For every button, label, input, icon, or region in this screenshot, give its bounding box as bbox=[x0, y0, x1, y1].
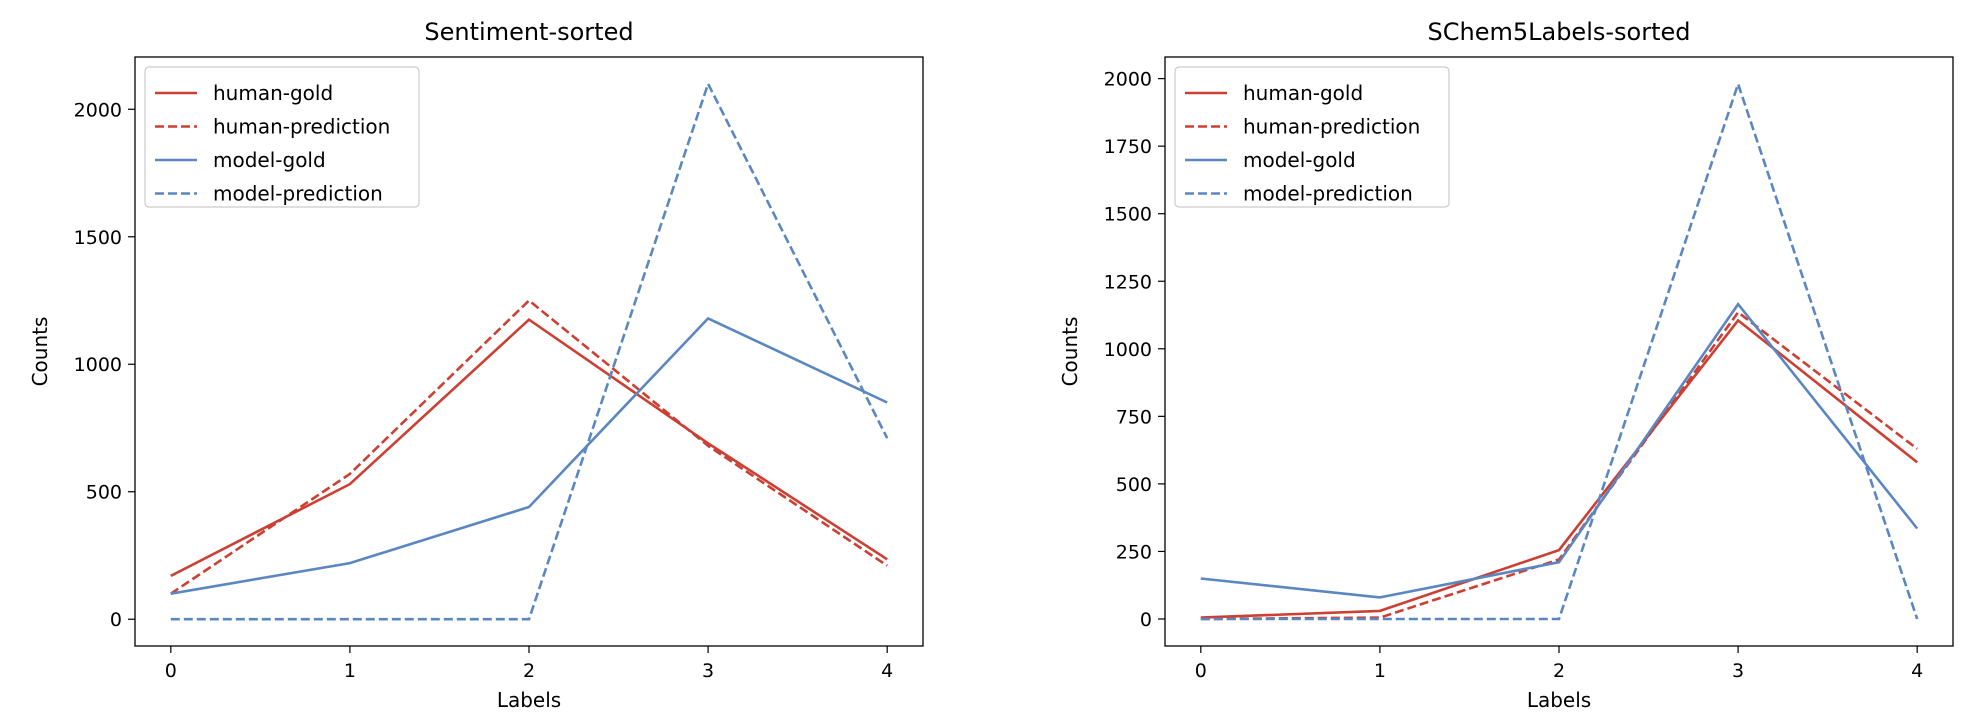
y-tick-label: 0 bbox=[1140, 609, 1152, 631]
legend-entry: model-gold bbox=[155, 148, 326, 172]
x-axis-label: Labels bbox=[497, 688, 561, 712]
legend-entry: model-prediction bbox=[155, 182, 383, 206]
y-tick-label: 1500 bbox=[1104, 204, 1152, 226]
series-lines bbox=[1200, 79, 1919, 621]
x-tick-label: 2 bbox=[1553, 660, 1565, 682]
ticks: 0 1 2 3 4 0 250 500 750 1000 1250 1500 1750 2000 bbox=[1104, 69, 1924, 682]
ticks: 0 1 2 3 4 0 500 1000 1500 2000 bbox=[74, 99, 894, 682]
x-tick-label: 4 bbox=[1911, 660, 1923, 682]
series-line bbox=[170, 316, 888, 595]
x-tick-label: 1 bbox=[344, 660, 356, 682]
legend: human-gold human-prediction model-gold m… bbox=[144, 66, 420, 208]
legend-label: human-prediction bbox=[213, 115, 390, 139]
chart-sentiment: Sentiment-sorted Labels Counts 0 1 2 3 4 0 500… bbox=[28, 18, 924, 712]
series-line bbox=[170, 298, 888, 595]
legend-label: human-prediction bbox=[1243, 115, 1420, 139]
x-tick-label: 3 bbox=[1732, 660, 1744, 682]
y-axis-label: Counts bbox=[1058, 317, 1082, 387]
legend-entry: human-prediction bbox=[1185, 115, 1420, 139]
y-tick-label: 500 bbox=[86, 482, 122, 504]
legend-box bbox=[1174, 66, 1450, 208]
y-tick-label: 2000 bbox=[1104, 69, 1152, 91]
chart-schem5labels: SChem5Labels-sorted Labels Counts 0 1 2 3 40… bbox=[1058, 18, 1954, 712]
y-tick-label: 750 bbox=[1116, 406, 1152, 428]
y-axis-label: Counts bbox=[28, 317, 52, 387]
y-tick-label: 1500 bbox=[74, 227, 122, 249]
y-tick-label: 2000 bbox=[74, 99, 122, 121]
legend: human-gold human-prediction model-gold m… bbox=[1174, 66, 1450, 208]
legend-label: model-gold bbox=[1243, 148, 1356, 172]
chart-title: SChem5Labels-sorted bbox=[1428, 18, 1691, 46]
x-tick-label: 1 bbox=[1374, 660, 1386, 682]
legend-label: model-gold bbox=[213, 148, 326, 172]
legend-entry: human-prediction bbox=[155, 115, 390, 139]
legend-label: human-gold bbox=[1243, 81, 1363, 105]
y-tick-label: 1000 bbox=[74, 354, 122, 376]
x-axis-label: Labels bbox=[1527, 688, 1591, 712]
series-line bbox=[170, 80, 889, 621]
legend-entry: human-gold bbox=[155, 81, 333, 105]
series-line bbox=[1200, 79, 1919, 621]
series-lines bbox=[170, 80, 889, 621]
y-tick-label: 1250 bbox=[1104, 271, 1152, 293]
legend-entry: model-gold bbox=[1185, 148, 1356, 172]
y-tick-label: 1000 bbox=[1104, 339, 1152, 361]
legend-entry: human-gold bbox=[1185, 81, 1363, 105]
y-tick-label: 250 bbox=[1116, 541, 1152, 563]
x-tick-label: 0 bbox=[165, 660, 177, 682]
series-line bbox=[1200, 318, 1919, 619]
y-tick-label: 500 bbox=[1116, 474, 1152, 496]
legend-box bbox=[144, 66, 420, 208]
series-line bbox=[1200, 302, 1919, 599]
chart-title: Sentiment-sorted bbox=[424, 18, 633, 46]
x-tick-label: 3 bbox=[702, 660, 714, 682]
y-tick-label: 0 bbox=[110, 609, 122, 631]
legend-label: model-prediction bbox=[1243, 182, 1413, 206]
x-tick-label: 2 bbox=[523, 660, 535, 682]
x-tick-label: 4 bbox=[881, 660, 893, 682]
y-tick-label: 1750 bbox=[1104, 136, 1152, 158]
legend-entry: model-prediction bbox=[1185, 182, 1413, 206]
x-tick-label: 0 bbox=[1195, 660, 1207, 682]
legend-label: human-gold bbox=[213, 81, 333, 105]
legend-label: model-prediction bbox=[213, 182, 383, 206]
